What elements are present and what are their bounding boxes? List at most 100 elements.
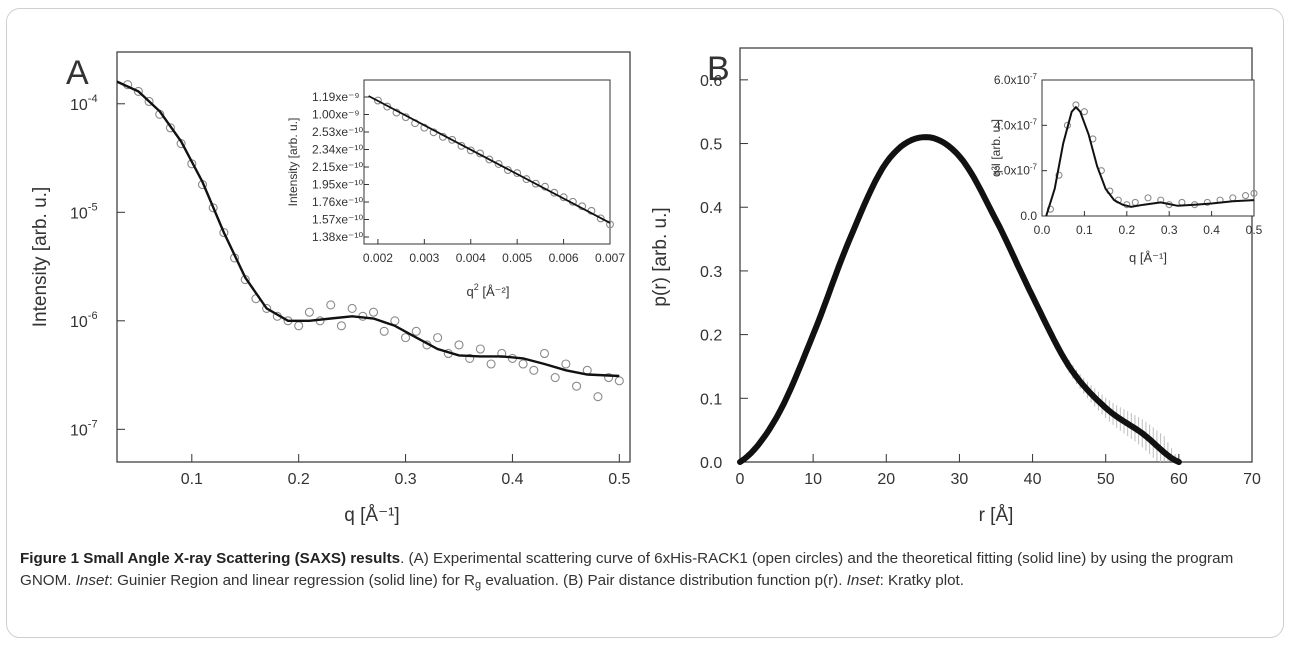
panel-b-xtick: 20 xyxy=(877,471,895,488)
panel-a-point xyxy=(614,376,624,386)
inset-a-ytick: 1.00xe⁻⁹ xyxy=(312,108,360,122)
panel-a-point xyxy=(368,307,379,317)
panel-a-point xyxy=(208,203,218,213)
caption-text-1: . (A) Experimental scattering curve of 6… xyxy=(20,550,1234,589)
figure-caption: Figure 1 Small Angle X-ray Scattering (S… xyxy=(20,548,1270,593)
panel-a-point xyxy=(262,303,272,313)
panel-b-xtick: 0 xyxy=(736,471,745,488)
panel-a-xtick: 0.5 xyxy=(608,471,630,488)
panel-a-point xyxy=(336,321,346,331)
panel-b-xtick: 40 xyxy=(1024,471,1042,488)
panel-a-point xyxy=(454,340,464,350)
inset-a-ytick: 1.38xe⁻¹⁰ xyxy=(312,230,363,244)
inset-a-xtick: 0.002 xyxy=(363,251,393,265)
inset-b-ytick: 4.0x10-7 xyxy=(994,117,1038,132)
panel-a-point xyxy=(593,392,603,402)
panel-b-inset: 0.0 2.0x10-7 4.0x10-7 6.0x10-7 0.0 0.1 0.2 0.3… xyxy=(989,72,1263,265)
panel-a-ytick: 10-4 xyxy=(70,93,98,114)
inset-b-ylabel: q²I [arb. u.] xyxy=(989,119,1003,177)
panel-b-xtick: 50 xyxy=(1097,471,1115,488)
caption-text-3: evaluation. (B) Pair distance distributi… xyxy=(481,572,847,589)
panel-a-point xyxy=(465,353,475,363)
inset-b-point xyxy=(1250,189,1258,197)
inset-a-ytick: 1.19xe⁻⁹ xyxy=(312,90,360,104)
caption-text-4: : Kratky plot. xyxy=(879,572,965,589)
panel-a-point xyxy=(304,307,314,317)
inset-a-point xyxy=(531,179,540,188)
panel-a-point xyxy=(475,344,485,354)
panel-a-xtick: 0.2 xyxy=(288,471,310,488)
inset-a-point xyxy=(522,175,531,184)
panel-a-point xyxy=(165,123,175,133)
inset-b-point xyxy=(1055,171,1063,179)
panel-a-ytick: 10-5 xyxy=(70,201,98,222)
caption-subscript: g xyxy=(475,579,482,591)
inset-b-point xyxy=(1203,198,1211,206)
panel-a-point xyxy=(604,373,614,383)
inset-b-plot-area xyxy=(1041,79,1255,217)
inset-a-fit-line xyxy=(368,95,611,224)
panel-a-ytick: 10-6 xyxy=(70,310,98,331)
inset-b-point xyxy=(1241,192,1250,200)
inset-a-xtick: 0.006 xyxy=(549,251,579,265)
inset-a-ytick: 2.15xe⁻¹⁰ xyxy=(312,160,363,174)
inset-a-xtick: 0.003 xyxy=(409,251,439,265)
figure-svg: A 10-4 10-5 10-6 10-7 0.1 0.2 0.3 0.4 0.5 Inten… xyxy=(30,47,1263,526)
inset-a-xtick: 0.005 xyxy=(502,251,532,265)
inset-b-xtick: 0.2 xyxy=(1118,223,1135,237)
panel-b-ytick: 0.5 xyxy=(700,137,722,154)
panel-b-letter: B xyxy=(707,50,730,88)
panel-a-point xyxy=(294,321,304,331)
inset-a-ytick: 1.76xe⁻¹⁰ xyxy=(312,195,363,209)
panel-b-ytick: 0.4 xyxy=(700,200,722,217)
inset-a-ytick: 2.53xe⁻¹⁰ xyxy=(312,125,363,139)
panel-a-point xyxy=(379,326,389,336)
inset-a-point xyxy=(494,160,503,168)
panel-b-ytick: 0.1 xyxy=(700,391,722,408)
inset-b-point xyxy=(1080,108,1088,116)
inset-b-ytick: 2.0x10-7 xyxy=(994,163,1038,178)
panel-b: B 0.00.10.20.30.40.50.6 0 10 20 30 40 50 60 70 … xyxy=(650,47,1263,526)
caption-inset-1: Inset xyxy=(75,572,109,589)
panel-a: A 10-4 10-5 10-6 10-7 0.1 0.2 0.3 0.4 0.5 Inten… xyxy=(30,51,631,526)
figure-frame xyxy=(6,8,1284,638)
inset-b-xtick: 0.4 xyxy=(1203,223,1220,237)
inset-a-ytick: 2.34xe⁻¹⁰ xyxy=(312,143,363,157)
caption-text-2: : Guinier Region and linear regression (… xyxy=(108,572,475,589)
panel-a-ytick: 10-7 xyxy=(70,418,98,439)
panel-a-xtick: 0.3 xyxy=(394,471,416,488)
panel-b-xtick: 70 xyxy=(1243,471,1261,488)
inset-b-ytick: 0.0 xyxy=(1020,209,1037,223)
inset-a-point xyxy=(596,214,605,223)
panel-b-xtick: 10 xyxy=(804,471,822,488)
panel-a-fit-line xyxy=(116,80,620,378)
panel-a-point xyxy=(539,348,550,359)
panel-a-xlabel: q [Å⁻¹] xyxy=(344,505,399,526)
inset-b-xlabel: q [Å⁻¹] xyxy=(1129,250,1167,265)
panel-a-plot-area xyxy=(116,51,631,463)
inset-a-ytick: 1.57xe⁻¹⁰ xyxy=(312,213,363,227)
inset-a-ylabel: Intensity [arb. u.] xyxy=(286,118,300,207)
panel-b-ytick: 0.2 xyxy=(700,328,722,345)
panel-a-point xyxy=(133,86,143,96)
panel-a-xtick: 0.1 xyxy=(181,471,203,488)
panel-a-point xyxy=(144,96,154,107)
panel-b-pr-curve xyxy=(737,134,1182,465)
inset-b-fit-line xyxy=(1045,105,1255,217)
panel-a-xtick: 0.4 xyxy=(501,471,523,488)
panel-a-point xyxy=(411,326,421,336)
caption-title: Figure 1 Small Angle X-ray Scattering (S… xyxy=(20,550,401,567)
panel-a-point xyxy=(486,359,496,369)
panel-a-point xyxy=(561,359,571,369)
inset-a-point xyxy=(373,96,382,105)
panel-b-xtick: 60 xyxy=(1170,471,1188,488)
panel-a-point xyxy=(326,300,336,310)
panel-b-xtick: 30 xyxy=(951,471,969,488)
panel-a-point xyxy=(550,373,560,383)
inset-b-xtick: 0.5 xyxy=(1246,223,1263,237)
inset-b-xtick: 0.0 xyxy=(1034,223,1051,237)
panel-a-inset: 1.19xe⁻⁹ 1.00xe⁻⁹ 2.53xe⁻¹⁰ 2.34xe⁻¹⁰ 2.15xe… xyxy=(286,79,625,299)
inset-b-point xyxy=(1144,194,1152,202)
panel-a-point xyxy=(529,365,539,375)
panel-b-ytick: 0.3 xyxy=(700,264,722,281)
